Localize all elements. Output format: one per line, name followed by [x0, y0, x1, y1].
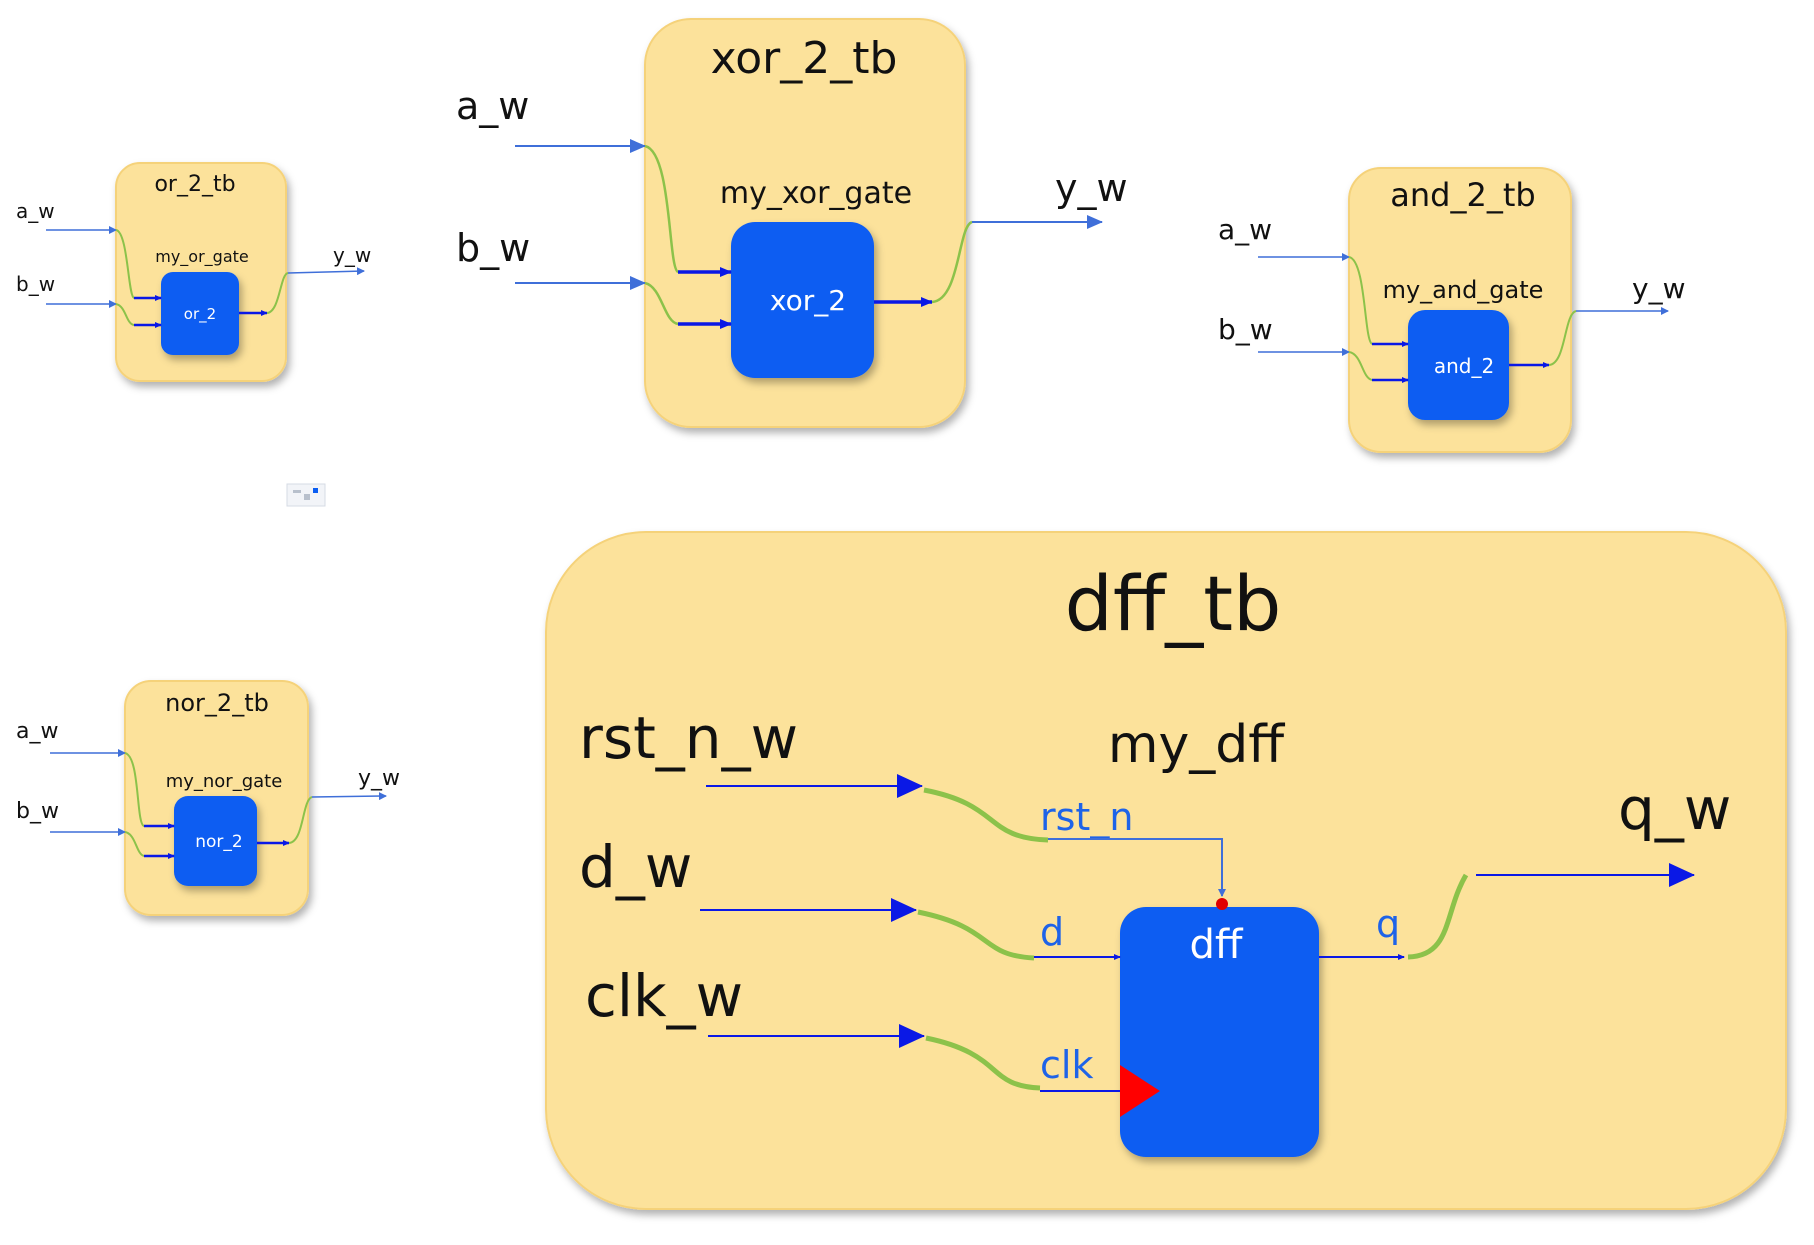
and-output-label: y_w: [1632, 272, 1685, 305]
xor-input-a-label: a_w: [456, 84, 529, 128]
nor-connector-y: [288, 796, 313, 844]
nor-gate-block[interactable]: [174, 796, 257, 886]
and-input-a-label: a_w: [1218, 213, 1272, 246]
and-testbench: and_2_tb my_and_gate and_2 a_w b_w y_w: [1218, 167, 1685, 453]
dff-instance-label: my_dff: [1108, 715, 1285, 775]
thumbnail-icon: [286, 483, 326, 507]
xor-output-label: y_w: [1055, 166, 1128, 210]
or-input-a-label: a_w: [16, 199, 55, 223]
and-gate-label: and_2: [1434, 354, 1494, 378]
dff-connector-d: [917, 909, 1035, 961]
or-testbench: or_2_tb my_or_gate or_2 a_w b_w y_w: [16, 162, 371, 382]
or-instance-label: my_or_gate: [155, 247, 249, 267]
nor-input-a-label: a_w: [16, 719, 58, 744]
dff-testbench-box: [545, 531, 1787, 1210]
dff-block-label: dff: [1190, 922, 1244, 968]
nor-connector-a: [124, 752, 145, 827]
nor-input-b-label: b_w: [16, 799, 59, 824]
xor-gate-label: xor_2: [770, 284, 846, 317]
and-input-b-label: b_w: [1218, 313, 1273, 346]
or-wire-y: [287, 267, 365, 276]
xor-testbench: xor_2_tb my_xor_gate xor_2 a_w b_w y_w: [456, 18, 1128, 428]
xor-connector-y: [931, 220, 973, 304]
and-testbench-title: and_2_tb: [1390, 176, 1535, 214]
or-connector-a: [115, 229, 135, 299]
xor-instance-label: my_xor_gate: [720, 176, 912, 211]
and-connector-y: [1548, 310, 1577, 366]
nor-connector-b: [124, 831, 145, 857]
dff-port-q-label: q: [1376, 902, 1400, 946]
dff-port-rst-wire: [1048, 838, 1226, 897]
or-output-label: y_w: [333, 243, 371, 267]
dff-port-clk-label: clk: [1040, 1043, 1093, 1087]
or-connector-b: [115, 303, 135, 326]
nor-gate-label: nor_2: [195, 832, 242, 852]
or-gate-block[interactable]: [161, 272, 239, 355]
or-testbench-title: or_2_tb: [154, 172, 235, 197]
dff-connector-rst: [923, 787, 1049, 843]
dff-port-d-label: d: [1040, 910, 1064, 954]
nor-testbench-title: nor_2_tb: [165, 689, 269, 717]
or-gate-label: or_2: [184, 305, 216, 324]
and-instance-label: my_and_gate: [1383, 276, 1544, 304]
xor-testbench-title: xor_2_tb: [711, 33, 898, 84]
nor-wire-y: [311, 792, 387, 801]
dff-input-rst-label: rst_n_w: [579, 704, 798, 772]
nor-testbench: nor_2_tb my_nor_gate nor_2 a_w b_w y_w: [16, 680, 400, 916]
dff-port-rst-label: rst_n: [1040, 795, 1133, 839]
dff-testbench-title: dff_tb: [1065, 559, 1282, 648]
dff-connector-q: [1407, 873, 1469, 960]
dff-input-clk-label: clk_w: [585, 962, 743, 1030]
and-connector-a: [1348, 256, 1373, 345]
nor-output-label: y_w: [358, 766, 400, 791]
dff-output-label: q_w: [1618, 775, 1731, 843]
xor-gate-block[interactable]: [731, 222, 874, 378]
xor-connector-b: [644, 281, 679, 326]
xor-input-b-label: b_w: [456, 226, 530, 270]
dff-testbench: dff_tb my_dff dff rst_n_w d_w clk_w q_w …: [545, 531, 1787, 1210]
xor-connector-a: [644, 144, 679, 274]
dff-input-d-label: d_w: [579, 833, 692, 901]
or-input-b-label: b_w: [16, 272, 55, 296]
and-connector-b: [1348, 351, 1373, 381]
or-connector-y: [266, 272, 289, 314]
reset-bubble-icon: [1216, 898, 1228, 910]
nor-instance-label: my_nor_gate: [166, 771, 283, 792]
dff-block[interactable]: [1120, 907, 1319, 1157]
and-gate-block[interactable]: [1408, 310, 1509, 420]
dff-connector-clk: [925, 1035, 1041, 1091]
clock-edge-icon: [1120, 1065, 1160, 1117]
